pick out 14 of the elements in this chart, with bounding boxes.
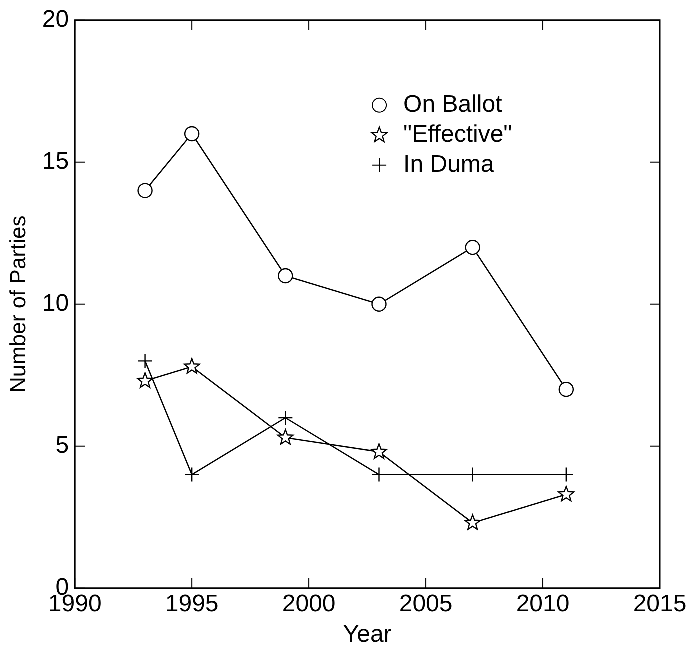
x-tick-label: 2005 (399, 590, 453, 618)
x-tick-label: 2010 (516, 590, 570, 618)
legend-label: On Ballot (404, 91, 503, 118)
x-tick-label: 1995 (165, 590, 219, 618)
y-axis-title: Number of Parties (5, 216, 30, 394)
x-tick-label: 2015 (633, 590, 687, 618)
legend-label: In Duma (404, 151, 495, 178)
y-tick-label: 15 (42, 148, 70, 176)
y-tick-label: 5 (56, 432, 70, 460)
x-tick-label: 2000 (282, 590, 336, 618)
y-tick-label: 20 (42, 6, 70, 34)
x-axis-title: Year (343, 621, 392, 648)
legend-label: "Effective" (404, 121, 512, 148)
y-tick-label: 10 (42, 290, 70, 318)
